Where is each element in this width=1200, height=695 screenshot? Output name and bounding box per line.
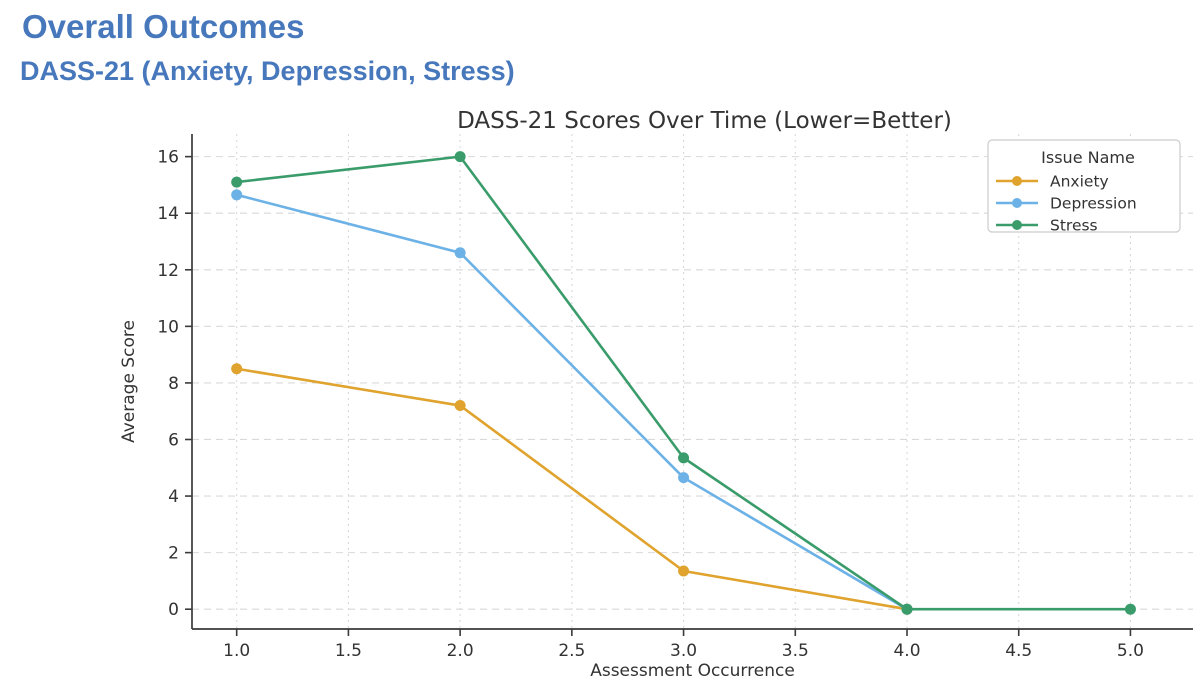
y-tick-label: 2 <box>168 544 179 564</box>
x-tick-label: 5.0 <box>1117 641 1144 661</box>
y-tick-label: 16 <box>157 148 179 168</box>
y-tick-label: 4 <box>168 487 179 507</box>
legend-title: Issue Name <box>1041 148 1135 167</box>
page-title: Overall Outcomes <box>22 8 305 45</box>
x-tick-label: 4.5 <box>1005 641 1032 661</box>
y-tick-label: 0 <box>168 600 179 620</box>
chart-title: DASS-21 Scores Over Time (Lower=Better) <box>457 108 952 134</box>
data-point-anxiety <box>454 400 466 412</box>
y-tick-label: 8 <box>168 374 179 394</box>
y-axis-label: Average Score <box>119 320 139 443</box>
legend-label-depression: Depression <box>1050 195 1137 213</box>
y-tick-label: 6 <box>168 430 179 450</box>
x-tick-label: 3.5 <box>782 641 809 661</box>
legend-label-anxiety: Anxiety <box>1050 173 1109 191</box>
data-point-stress <box>454 151 466 163</box>
x-tick-label: 1.0 <box>223 641 250 661</box>
legend-box <box>987 139 1181 233</box>
data-point-stress <box>901 603 913 615</box>
legend-swatch-marker-depression <box>1012 198 1022 208</box>
data-point-depression <box>454 247 466 259</box>
data-point-stress <box>231 176 243 188</box>
data-point-depression <box>678 472 690 484</box>
x-tick-label: 4.0 <box>893 641 920 661</box>
y-tick-label: 14 <box>157 204 179 224</box>
series-line-anxiety <box>235 367 909 611</box>
y-tick-label: 10 <box>157 317 179 337</box>
data-point-anxiety <box>231 363 243 375</box>
section-subtitle: DASS-21 (Anxiety, Depression, Stress) <box>20 56 515 86</box>
y-tick-label: 12 <box>157 261 179 281</box>
x-tick-label: 2.5 <box>558 641 585 661</box>
series-line-depression <box>235 193 909 611</box>
legend-label-stress: Stress <box>1050 217 1098 235</box>
chart-container: 0 2 4 6 8 10 12 14 16 1.0 1.5 2.0 2.5 3.0 3.5 4.0 4.5 5.0… <box>118 106 1198 694</box>
data-point-stress <box>678 452 690 464</box>
legend-swatch-marker-stress <box>1012 220 1022 230</box>
x-tick-label: 3.0 <box>670 641 697 661</box>
x-tick-label: 2.0 <box>447 641 474 661</box>
data-point-depression <box>231 189 243 201</box>
data-point-anxiety <box>678 565 690 577</box>
legend-swatch-marker-anxiety <box>1012 176 1022 186</box>
x-axis-label: Assessment Occurrence <box>590 661 795 681</box>
dass21-line-chart: 0 2 4 6 8 10 12 14 16 1.0 1.5 2.0 2.5 3.0 3.5 4.0 4.5 5.0… <box>119 108 1193 681</box>
data-point-stress <box>1124 603 1136 615</box>
x-tick-label: 1.5 <box>335 641 362 661</box>
